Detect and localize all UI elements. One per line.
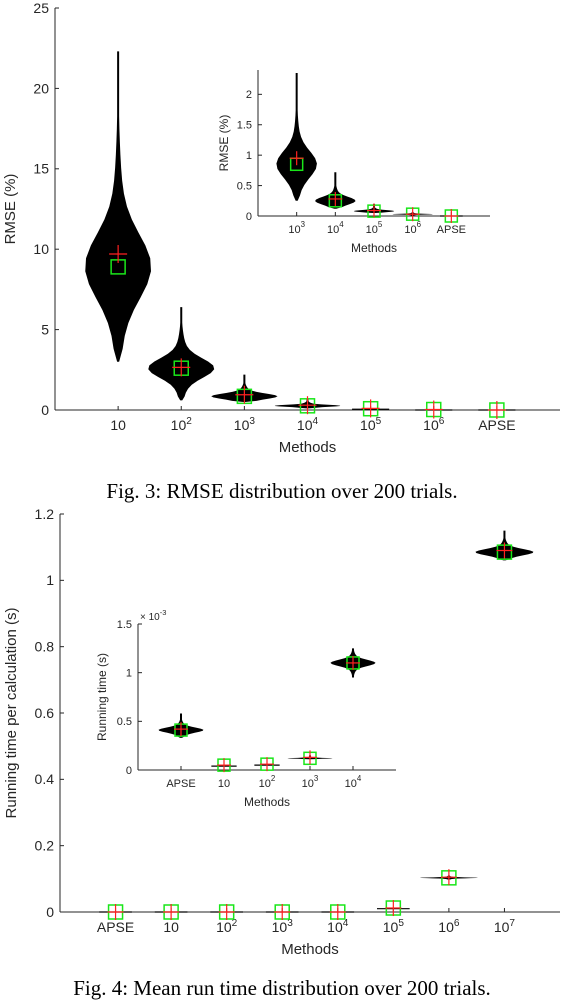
main-y-tick-label: 15 — [33, 161, 49, 177]
inset-y-tick-label: 0.5 — [237, 180, 252, 192]
main-y-tick-label: 0.8 — [35, 639, 55, 655]
main-x-tick-label: 10 — [110, 417, 126, 433]
inset-y-tick-label: 1 — [246, 150, 252, 162]
inset-x-axis-label: Methods — [244, 795, 290, 809]
main-y-tick-label: 0.4 — [35, 771, 55, 787]
inset-x-axis-label: Methods — [351, 241, 397, 255]
main-x-axis-label: Methods — [281, 941, 339, 958]
inset-y-tick-label: 1.5 — [237, 120, 252, 132]
main-y-axis-label: Running time per calculation (s) — [3, 608, 20, 819]
main-x-tick-label: 104 — [297, 416, 319, 433]
figure-3-caption: Fig. 3: RMSE distribution over 200 trial… — [106, 479, 458, 503]
main-x-tick-label: 107 — [494, 918, 516, 935]
main-y-tick-label: 0.2 — [35, 838, 55, 854]
main-x-tick-label: 102 — [216, 918, 238, 935]
inset-x-tick-label: APSE — [437, 224, 466, 236]
inset-y-axis-label: Running time (s) — [95, 653, 109, 741]
main-x-tick-label: 105 — [383, 918, 405, 935]
inset-y-tick-label: 1 — [126, 668, 132, 680]
main-y-axis-label: RMSE (%) — [2, 174, 19, 245]
main-y-tick-label: 25 — [33, 0, 49, 16]
inset-y-tick-label: 2 — [246, 89, 252, 101]
main-y-tick-label: 1 — [46, 572, 54, 588]
main-x-tick-label: 104 — [327, 918, 349, 935]
main-x-tick-label: 103 — [234, 416, 256, 433]
main-x-tick-label: 10 — [163, 919, 179, 935]
main-x-axis-label: Methods — [279, 439, 337, 456]
inset-y-tick-label: 0.5 — [117, 716, 132, 728]
main-x-tick-label: 105 — [360, 416, 382, 433]
main-x-tick-label: 106 — [423, 416, 445, 433]
main-x-tick-label: 103 — [272, 918, 294, 935]
inset-y-tick-label: 0 — [246, 211, 252, 223]
runtime-violin-chart: 0 0.2 0.4 0.6 0.8 1 1.2 APSE 10 102 103 104 105 106 10… — [0, 500, 564, 970]
inset-x-tick-label: APSE — [166, 778, 195, 790]
main-y-tick-label: 0 — [41, 402, 49, 418]
main-x-tick-label: APSE — [97, 919, 134, 935]
inset-plot-area — [138, 624, 396, 770]
main-x-tick-label: APSE — [478, 417, 515, 433]
inset-violin — [276, 73, 317, 201]
inset-violin — [315, 172, 356, 209]
inset-y-axis-label: RMSE (%) — [217, 115, 231, 172]
inset-x-tick-label: 10 — [218, 778, 230, 790]
main-y-tick-label: 0.6 — [35, 705, 55, 721]
inset-y-tick-label: 1.5 — [117, 619, 132, 631]
main-violin — [85, 51, 151, 362]
main-x-tick-label: 106 — [438, 918, 460, 935]
main-y-tick-label: 5 — [41, 322, 49, 338]
main-y-tick-label: 1.2 — [35, 506, 55, 522]
rmse-violin-chart: 0 5 10 15 20 25 10 102 103 104 105 106 APSE Methods RM… — [0, 0, 564, 470]
main-y-tick-label: 20 — [33, 80, 49, 96]
figure-4-caption: Fig. 4: Mean run time distribution over … — [73, 976, 491, 1000]
main-x-tick-label: 102 — [171, 416, 193, 433]
main-y-tick-label: 10 — [33, 241, 49, 257]
main-violin — [148, 307, 215, 401]
inset-y-tick-label: 0 — [126, 765, 132, 777]
main-y-tick-label: 0 — [46, 904, 54, 920]
